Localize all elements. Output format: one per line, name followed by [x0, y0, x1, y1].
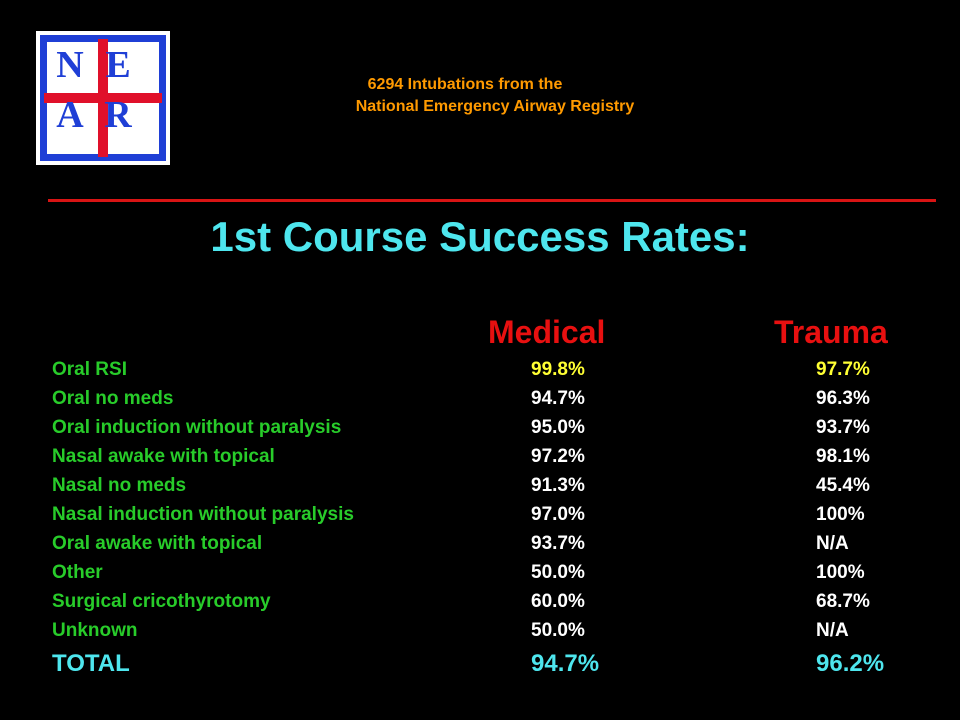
row-label: Oral RSI [52, 359, 127, 380]
row-label: Oral awake with topical [52, 533, 263, 554]
medical-value: 93.7% [531, 533, 585, 554]
column-header-trauma: Trauma [774, 314, 888, 350]
logo-cross-horizontal [44, 93, 162, 103]
trauma-value: 93.7% [816, 417, 870, 438]
logo-letter-e: E [105, 44, 131, 86]
trauma-value: 100% [816, 562, 865, 583]
table-row: Oral awake with topical 93.7% N/A [52, 529, 932, 558]
row-label: Nasal induction without paralysis [52, 504, 354, 525]
row-label: Oral no meds [52, 388, 174, 409]
divider-rule [48, 199, 936, 202]
row-label: Surgical cricothyrotomy [52, 591, 271, 612]
total-trauma-value: 96.2% [816, 650, 885, 677]
table-row: Surgical cricothyrotomy 60.0% 68.7% [52, 587, 932, 616]
table-row: Oral induction without paralysis 95.0% 9… [52, 413, 932, 442]
medical-value: 95.0% [531, 417, 585, 438]
subtitle-line-2: National Emergency Airway Registry [355, 98, 635, 115]
medical-value: 97.2% [531, 446, 585, 467]
table-row: Nasal induction without paralysis 97.0% … [52, 500, 932, 529]
row-label: Nasal awake with topical [52, 446, 275, 467]
trauma-value: 97.7% [816, 359, 870, 380]
subtitle-line-1: 6294 Intubations from the [367, 76, 563, 93]
row-label: Other [52, 562, 103, 583]
success-rates-table: Oral RSI 99.8% 97.7% Oral no meds 94.7% … [52, 355, 932, 681]
trauma-value: 98.1% [816, 446, 870, 467]
near-logo: N E A R [36, 31, 170, 165]
table-row: Nasal awake with topical 97.2% 98.1% [52, 442, 932, 471]
medical-value: 60.0% [531, 591, 585, 612]
trauma-value: N/A [816, 620, 849, 641]
total-medical-value: 94.7% [531, 650, 600, 677]
total-label: TOTAL [52, 650, 130, 677]
page-title: 1st Course Success Rates: [210, 213, 750, 260]
logo-letter-a: A [56, 94, 84, 136]
row-label: Nasal no meds [52, 475, 187, 496]
total-row: TOTAL 94.7% 96.2% [52, 647, 932, 681]
trauma-value: N/A [816, 533, 849, 554]
logo-letter-r: R [104, 94, 132, 136]
medical-value: 97.0% [531, 504, 585, 525]
trauma-value: 96.3% [816, 388, 870, 409]
table-row: Unknown 50.0% N/A [52, 616, 932, 645]
medical-value: 50.0% [531, 562, 585, 583]
medical-value: 94.7% [531, 388, 585, 409]
logo-letter-n: N [56, 44, 84, 86]
trauma-value: 45.4% [816, 475, 870, 496]
row-label: Unknown [52, 620, 138, 641]
table-row: Other 50.0% 100% [52, 558, 932, 587]
medical-value: 50.0% [531, 620, 585, 641]
medical-value: 91.3% [531, 475, 585, 496]
subtitle: 6294 Intubations from the National Emerg… [260, 74, 730, 118]
table-row: Oral no meds 94.7% 96.3% [52, 384, 932, 413]
trauma-value: 68.7% [816, 591, 870, 612]
medical-value: 99.8% [531, 359, 585, 380]
row-label: Oral induction without paralysis [52, 417, 342, 438]
trauma-value: 100% [816, 504, 865, 525]
table-row: Oral RSI 99.8% 97.7% [52, 355, 932, 384]
table-row: Nasal no meds 91.3% 45.4% [52, 471, 932, 500]
column-header-medical: Medical [488, 314, 606, 350]
